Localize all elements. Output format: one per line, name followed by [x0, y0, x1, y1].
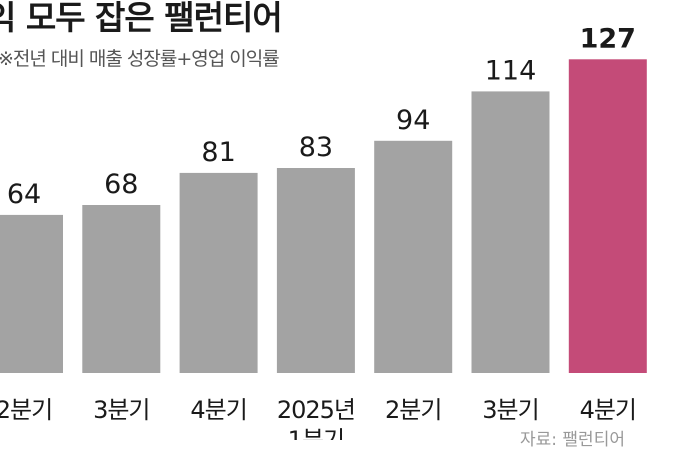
category-label-3: 4분기: [190, 396, 246, 424]
value-label-5: 94: [396, 105, 430, 136]
bar-1: [0, 214, 63, 373]
category-label-6: 3분기: [482, 396, 538, 424]
category-label-2: 3분기: [93, 396, 149, 424]
source-credit: 자료: 팰런티어: [520, 430, 625, 450]
category-label-5: 2분기: [385, 396, 441, 424]
bar-2: [82, 205, 161, 373]
bar-4: [276, 168, 355, 373]
bar-6: [471, 91, 550, 374]
bar-5: [374, 140, 453, 373]
category-label-1: 2분기: [0, 396, 52, 424]
category-label-4: 2025년 1분기: [277, 396, 355, 440]
chart-title: 익 모두 잡은 팰런티어: [0, 0, 283, 37]
value-label-6: 114: [485, 55, 537, 86]
value-label-2: 68: [104, 169, 138, 200]
value-label-3: 81: [201, 137, 235, 168]
chart-subtitle: ※전년 대비 매출 성장률+영업 이익률: [0, 48, 280, 70]
bar-3: [179, 172, 258, 373]
value-label-4: 83: [299, 132, 333, 163]
value-label-7: 127: [580, 23, 636, 54]
bar-7: [568, 59, 647, 374]
category-label-7: 4분기: [580, 396, 636, 424]
bar-chart: 64 2분기 68 3분기 81 4분기 83 2025년 1분기 94 2분기 114 3분기 127 4…: [0, 23, 647, 440]
value-label-1: 64: [7, 179, 41, 210]
